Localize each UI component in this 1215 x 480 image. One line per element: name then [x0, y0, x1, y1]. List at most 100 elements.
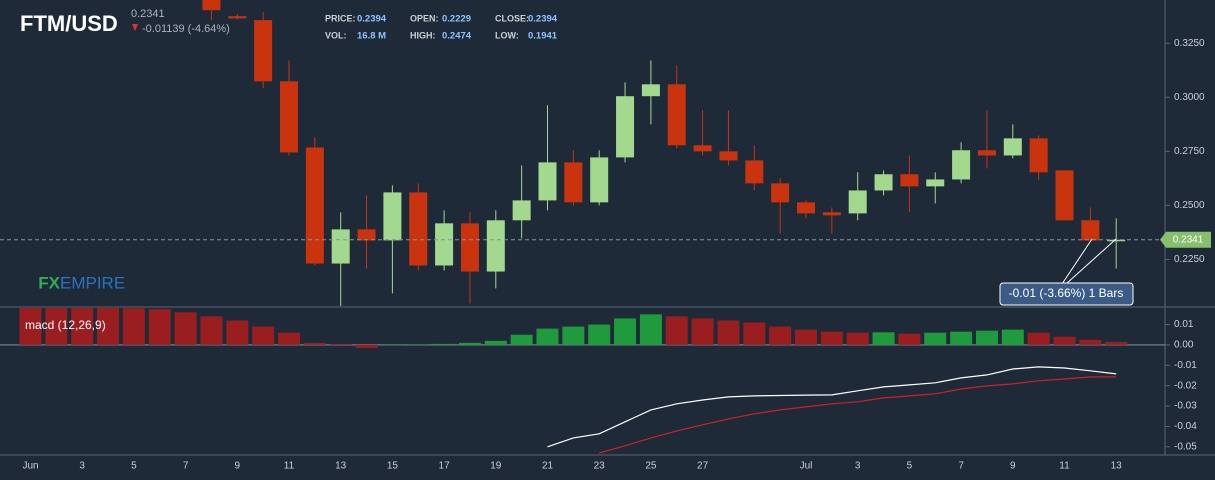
x-tick-label: 17: [439, 461, 451, 472]
y-tick-label: -0.04: [1174, 421, 1197, 432]
x-tick-label: 11: [284, 461, 295, 472]
histogram-bar: [97, 308, 120, 345]
y-tick-label: 0.2500: [1174, 200, 1205, 211]
candle-body: [900, 174, 919, 187]
stat-label: VOL:: [325, 30, 347, 40]
histogram-bar: [122, 308, 145, 345]
price-tag-label: 0.2341: [1173, 234, 1204, 245]
histogram-bar: [665, 316, 688, 345]
price-pane: [0, 0, 1165, 306]
histogram-bar: [1105, 341, 1128, 345]
candle-body: [564, 162, 583, 203]
macd-line: [599, 376, 1117, 454]
annotation-text: -0.01 (-3.66%) 1 Bars: [1009, 286, 1124, 300]
candle-body: [719, 151, 738, 161]
change: -0.01139 (-4.64%): [142, 23, 230, 35]
y-tick-label: -0.02: [1174, 380, 1197, 391]
candle-body: [667, 84, 686, 146]
candle-body: [822, 212, 841, 216]
candle-body: [1003, 138, 1022, 156]
histogram-bar: [846, 332, 869, 345]
x-tick-label: 27: [697, 461, 709, 472]
histogram-bar: [484, 340, 507, 345]
candle-body: [1029, 138, 1048, 173]
annotation: -0.01 (-3.66%) 1 Bars: [999, 238, 1134, 306]
annotation-box: [999, 282, 1134, 306]
candle-body: [641, 84, 660, 97]
histogram-bar: [1053, 336, 1076, 345]
x-tick-label: 11: [1059, 461, 1070, 472]
candle-body: [486, 220, 505, 272]
candle-body: [331, 229, 350, 264]
candle-body: [383, 192, 402, 241]
stat-value: 16.8 M: [357, 31, 386, 42]
y-tick-label: -0.01: [1174, 360, 1197, 371]
stat-label: CLOSE:: [495, 13, 529, 23]
histogram-bar: [1001, 329, 1024, 345]
stat-label: PRICE:: [325, 13, 356, 23]
histogram-bar: [1027, 332, 1050, 345]
histogram-bar: [381, 344, 404, 346]
macd-line: [547, 366, 1117, 448]
histogram-bar: [975, 330, 998, 345]
stat-value: 0.2474: [442, 31, 472, 42]
candle-body: [409, 192, 428, 266]
x-tick-label: 15: [387, 461, 399, 472]
candle-body: [771, 183, 790, 203]
candle-body: [202, 0, 221, 11]
histogram-bar: [200, 316, 223, 345]
histogram-bar: [924, 332, 947, 345]
histogram-bar: [1079, 339, 1102, 345]
candle-body: [280, 81, 298, 153]
candle-body: [1081, 220, 1100, 241]
histogram-bar: [872, 332, 895, 345]
histogram-bar: [950, 331, 973, 345]
y-tick-label: 0.3000: [1174, 92, 1205, 103]
x-tick-label: 25: [645, 461, 657, 472]
x-tick-label: 5: [131, 461, 137, 472]
histogram-bar: [407, 344, 430, 345]
candle-body: [512, 200, 531, 221]
annotation-line: [1065, 238, 1117, 285]
macd-pane: [0, 308, 1165, 454]
candle-body: [926, 179, 945, 187]
candle-body: [977, 150, 996, 156]
candle-body: [228, 16, 247, 19]
histogram-bar: [278, 332, 300, 345]
x-tick-label: Jun: [22, 461, 38, 472]
y-tick-label: -0.05: [1174, 441, 1197, 452]
axes: 0.2250 0.2500 0.2750 0.3000 0.3250 Jun 3 5 7 9 11 1…: [22, 38, 1211, 472]
symbol: FTM/USD: [20, 11, 118, 36]
candle-body: [745, 160, 764, 184]
candle-body: [1107, 239, 1126, 242]
histogram-bar: [639, 314, 662, 345]
x-tick-label: 3: [855, 461, 861, 472]
histogram-bar: [717, 320, 740, 345]
x-tick-label: 13: [335, 461, 347, 472]
y-tick-label: 0.01: [1174, 319, 1194, 330]
y-tick-label: 0.2250: [1174, 254, 1205, 265]
x-tick-label: 19: [490, 461, 502, 472]
histogram-bar: [174, 312, 197, 345]
candle-body: [616, 96, 635, 158]
x-tick-label: 23: [594, 461, 606, 472]
stat-value: 0.2394: [528, 14, 558, 25]
histogram-bar: [71, 308, 94, 345]
histogram-bar: [226, 320, 249, 345]
watermark-empire: EMPIRE: [60, 273, 125, 292]
candle-body: [538, 162, 557, 201]
x-tick-label: 7: [183, 461, 189, 472]
histogram-bar: [820, 331, 843, 345]
histogram-bar: [795, 329, 817, 345]
histogram-bar: [45, 308, 68, 345]
histogram-bar: [562, 326, 585, 345]
y-tick-label: 0.2750: [1174, 146, 1205, 157]
stat-value: 0.2229: [442, 14, 471, 25]
watermark-fx: FX: [38, 273, 60, 292]
x-tick-label: 5: [907, 461, 913, 472]
candle-body: [254, 20, 273, 82]
candle-body: [305, 147, 324, 264]
histogram-bar: [536, 328, 559, 345]
stat-label: OPEN:: [410, 13, 439, 23]
